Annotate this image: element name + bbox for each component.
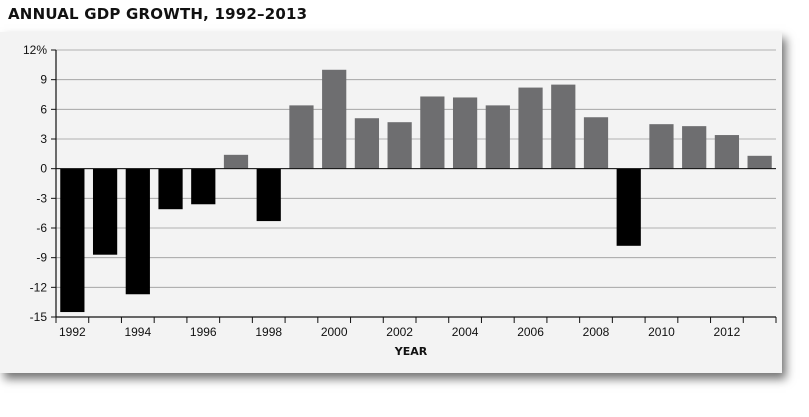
y-tick-label: 6	[40, 102, 47, 116]
bars	[60, 69, 772, 313]
bar-1992	[60, 168, 85, 313]
bar-2007	[551, 84, 576, 169]
x-tick-label: 2010	[648, 325, 675, 339]
y-tick-label: 12%	[23, 43, 47, 57]
x-tick-labels: 1992 1994 1996 1998 2000 2002 2004 2006 2008 2010…	[59, 325, 741, 339]
bar-1993	[92, 168, 118, 255]
x-axis-title: YEAR	[394, 345, 428, 358]
bar-1995	[158, 168, 183, 210]
bar-2010	[649, 124, 674, 169]
y-tick-label: -6	[36, 221, 47, 235]
y-tick-label: 0	[40, 162, 47, 176]
bar-2001	[354, 118, 380, 169]
bar-2012	[714, 135, 740, 169]
y-tick-label: -12	[30, 280, 48, 294]
x-tick-label: 2012	[714, 325, 741, 339]
bar-1998	[256, 168, 281, 222]
bar-2008	[583, 117, 609, 169]
bar-2011	[682, 126, 707, 169]
bar-1997	[223, 154, 249, 169]
bar-2009	[616, 168, 641, 246]
y-tick-label: -3	[36, 191, 47, 205]
bar-1996	[191, 168, 216, 205]
x-tick-label: 2000	[321, 325, 348, 339]
y-tick-label: 3	[40, 132, 47, 146]
bar-1999	[289, 105, 314, 169]
y-tick-label: -15	[30, 310, 48, 324]
bar-1994	[125, 168, 150, 295]
x-tick-label: 1996	[190, 325, 217, 339]
x-tick-label: 2008	[583, 325, 610, 339]
x-tick-label: 1994	[124, 325, 151, 339]
bar-2005	[485, 105, 510, 169]
x-tick-label: 2002	[386, 325, 413, 339]
x-tick-label: 2004	[452, 325, 479, 339]
bar-2000	[322, 69, 347, 169]
x-tick-label: 1992	[59, 325, 86, 339]
chart-title: ANNUAL GDP GROWTH, 1992–2013	[8, 5, 308, 23]
axes	[51, 49, 777, 323]
y-tick-label: -9	[36, 251, 47, 265]
bar-2002	[387, 122, 412, 169]
y-tick-labels: 12% 9 6 3 0 -3 -6 -9 -12 -15	[23, 43, 47, 324]
bar-2003	[420, 96, 445, 169]
y-tick-label: 9	[40, 73, 47, 87]
x-tick-label: 2006	[517, 325, 544, 339]
bar-2013	[747, 155, 772, 169]
x-tick-label: 1998	[255, 325, 282, 339]
bar-2006	[518, 87, 543, 169]
bar-2004	[452, 97, 478, 169]
